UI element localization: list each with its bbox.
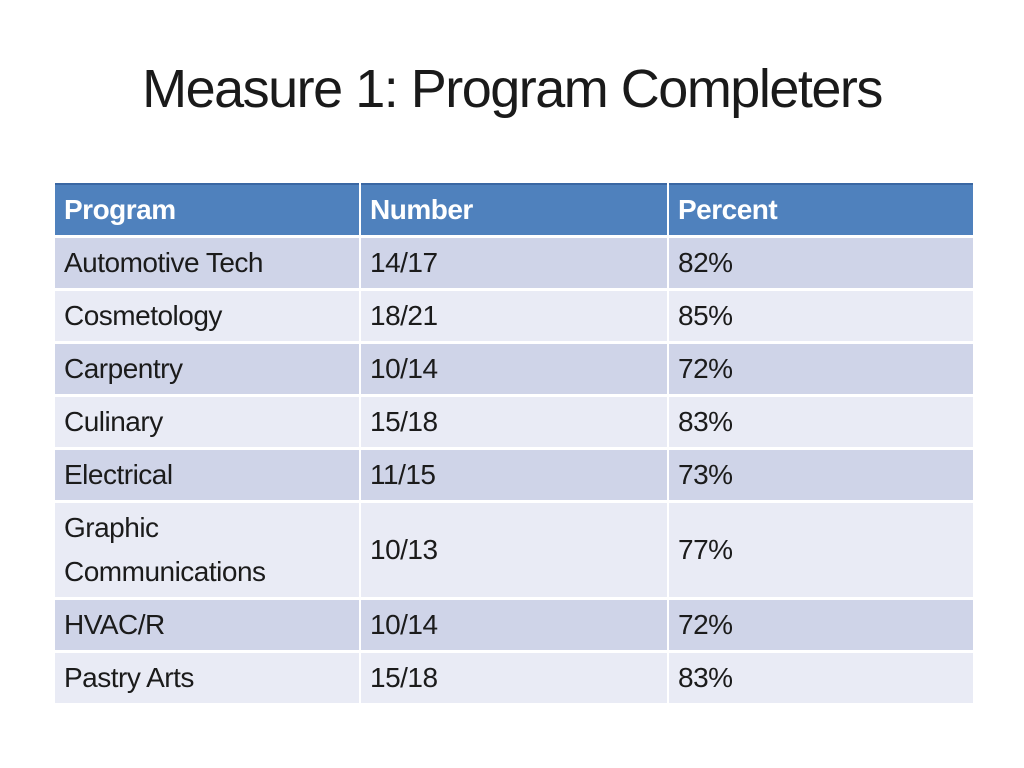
table-row-cosmetology: Cosmetology 18/21 85% <box>55 288 973 343</box>
column-header-program: Program <box>55 183 361 237</box>
cell-program: HVAC/R <box>55 597 361 652</box>
cell-number: 10/14 <box>360 341 669 396</box>
table-row-automotive-tech: Automotive Tech 14/17 82% <box>55 235 973 290</box>
cell-number: 10/14 <box>360 597 669 652</box>
column-header-percent: Percent <box>668 183 973 237</box>
cell-program: Cosmetology <box>55 288 361 343</box>
cell-percent: 83% <box>668 394 973 449</box>
table-row-electrical: Electrical 11/15 73% <box>55 447 973 502</box>
cell-number: 15/18 <box>360 650 669 703</box>
cell-number: 15/18 <box>360 394 669 449</box>
cell-number: 18/21 <box>360 288 669 343</box>
slide-title: Measure 1: Program Completers <box>142 59 883 119</box>
cell-percent: 83% <box>668 650 973 703</box>
table-header-row: Program Number Percent <box>55 183 973 237</box>
cell-program: Graphic Communications <box>55 500 361 599</box>
cell-number: 10/13 <box>360 500 669 599</box>
cell-number: 11/15 <box>360 447 669 502</box>
table-row-culinary: Culinary 15/18 83% <box>55 394 973 449</box>
cell-percent: 72% <box>668 341 973 396</box>
cell-percent: 72% <box>668 597 973 652</box>
cell-program: Carpentry <box>55 341 361 396</box>
cell-percent: 77% <box>668 500 973 599</box>
table-row-pastry-arts: Pastry Arts 15/18 83% <box>55 650 973 703</box>
cell-program: Electrical <box>55 447 361 502</box>
cell-percent: 85% <box>668 288 973 343</box>
cell-program: Pastry Arts <box>55 650 361 703</box>
table-row-graphic-communications: Graphic Communications 10/13 77% <box>55 500 973 599</box>
cell-number: 14/17 <box>360 235 669 290</box>
cell-percent: 73% <box>668 447 973 502</box>
table-row-carpentry: Carpentry 10/14 72% <box>55 341 973 396</box>
column-header-number: Number <box>360 183 669 237</box>
program-completers-table: Program Number Percent Automotive Tech 1… <box>55 183 973 703</box>
table-row-hvac-r: HVAC/R 10/14 72% <box>55 597 973 652</box>
cell-program: Automotive Tech <box>55 235 361 290</box>
cell-percent: 82% <box>668 235 973 290</box>
cell-program: Culinary <box>55 394 361 449</box>
